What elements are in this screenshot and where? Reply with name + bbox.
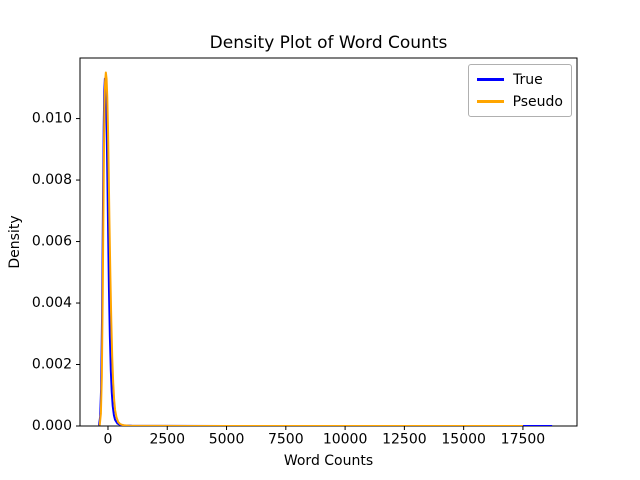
chart-title: Density Plot of Word Counts [209, 33, 448, 53]
y-tick-label: 0.000 [32, 418, 72, 434]
y-tick-label: 0.006 [32, 234, 72, 250]
x-tick-label: 17500 [501, 432, 546, 448]
y-tick-label: 0.010 [32, 111, 72, 127]
curves-layer [97, 71, 553, 426]
x-tick-label: 0 [104, 432, 113, 448]
x-tick-label: 12500 [382, 432, 427, 448]
pseudo-series-line-icon [477, 100, 504, 103]
true-series-line-icon [477, 78, 504, 81]
legend-item-pseudo: Pseudo [477, 93, 563, 110]
y-tick-label: 0.008 [32, 172, 72, 188]
x-tick-label: 10000 [323, 432, 368, 448]
legend: True Pseudo [468, 64, 572, 117]
y-tick-label: 0.002 [32, 357, 72, 373]
true-density-curve [97, 77, 553, 426]
legend-item-true: True [477, 71, 563, 88]
x-tick-label: 7500 [268, 432, 304, 448]
y-tick-label: 0.004 [32, 295, 72, 311]
x-axis-label: Word Counts [283, 453, 374, 469]
x-tick-label: 15000 [441, 432, 486, 448]
legend-label-pseudo: Pseudo [512, 93, 563, 110]
y-axis-label: Density [7, 215, 23, 269]
pseudo-density-curve [98, 71, 523, 426]
legend-label-true: True [513, 71, 543, 88]
x-tick-label: 5000 [209, 432, 245, 448]
axes-layer: 0 2500 5000 7500 10000 12500 15000 17500 0.000 0.… [32, 57, 578, 448]
x-tick-label: 2500 [149, 432, 185, 448]
